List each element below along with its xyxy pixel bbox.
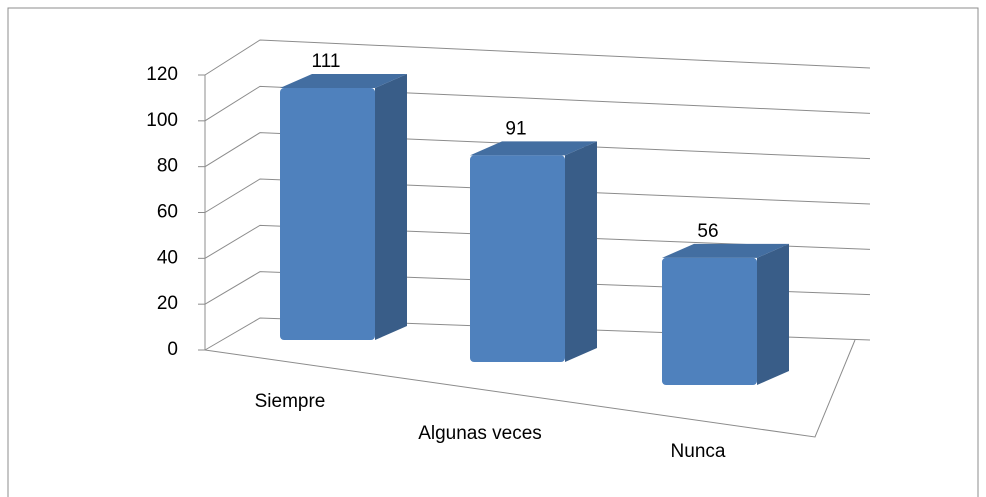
x-tick-label: Algunas veces <box>418 423 542 444</box>
bar-top <box>470 141 597 156</box>
bar-top <box>662 243 789 258</box>
y-tick-label: 120 <box>146 64 178 85</box>
chart-border <box>7 7 979 497</box>
bar-side <box>375 74 407 340</box>
grid-line <box>204 224 871 259</box>
grid-line <box>204 39 871 76</box>
grid-line <box>204 85 871 122</box>
x-tick-label: Nunca <box>671 441 726 462</box>
y-tick-label: 80 <box>157 156 178 177</box>
y-tick-label: 100 <box>146 110 178 131</box>
value-label: 91 <box>505 118 526 139</box>
y-tick-label: 60 <box>157 202 178 223</box>
grid-line <box>204 132 871 168</box>
bar <box>280 88 375 340</box>
value-label: 56 <box>697 221 718 242</box>
bar <box>662 257 757 385</box>
floor-edge <box>204 339 856 438</box>
grid-line <box>204 178 871 213</box>
y-tick-label: 20 <box>157 293 178 314</box>
y-tick-label: 40 <box>157 247 178 268</box>
x-tick-label: Siempre <box>255 391 326 412</box>
bar-top <box>280 74 407 89</box>
value-label: 111 <box>312 51 341 72</box>
y-tick-label: 0 <box>167 339 178 360</box>
bar <box>470 155 565 362</box>
bar-side <box>757 243 789 385</box>
bar-side <box>565 141 597 362</box>
